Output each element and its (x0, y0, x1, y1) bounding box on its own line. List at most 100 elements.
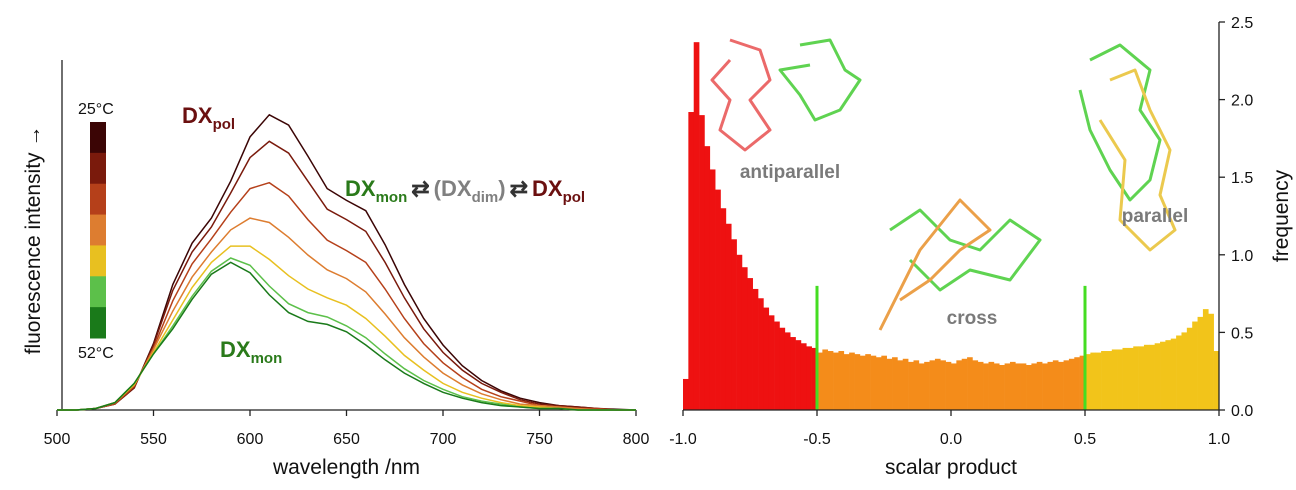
histogram-bar (1171, 339, 1177, 410)
equation-part: ⇄ (411, 176, 429, 201)
species-name: DX (220, 337, 251, 362)
histogram-bar (822, 349, 828, 410)
histogram-bar (1203, 309, 1209, 410)
x-tick-label: 0.5 (1074, 431, 1096, 448)
colorbar-swatch (90, 184, 106, 215)
annotation: antiparallel (740, 162, 840, 183)
histogram-bar (1181, 332, 1187, 410)
x-tick-label: 600 (237, 431, 264, 448)
histogram-bar (930, 360, 936, 410)
histogram-bar (962, 359, 968, 410)
histogram-bar (1053, 360, 1059, 410)
equation-subscript: mon (376, 189, 408, 206)
spectrum-line (57, 183, 636, 410)
molecule-antiparallel (712, 40, 770, 150)
histogram-bar (1037, 362, 1043, 410)
colorbar-swatch (90, 153, 106, 184)
species-label: DXpol (182, 103, 235, 133)
molecule-parallel (1080, 45, 1160, 200)
histogram-bar (785, 332, 791, 410)
histogram-bar (683, 379, 689, 410)
equation: DXmon⇄(DXdim)⇄DXpol (345, 176, 585, 206)
histogram-bar (946, 362, 952, 410)
equation-part: DX (532, 176, 563, 201)
histogram-bar (1187, 328, 1193, 410)
histogram-bar (833, 353, 839, 410)
histogram-bar (1026, 365, 1032, 410)
colorbar-swatch (90, 215, 106, 246)
x-axis-label: wavelength /nm (272, 456, 420, 479)
histogram-bar (1155, 343, 1161, 410)
histogram-bar (951, 363, 957, 410)
histogram-bar (731, 239, 737, 410)
histogram-bar (844, 354, 850, 410)
annotation: cross (947, 308, 998, 329)
histogram-bar (721, 208, 727, 410)
species-name: DX (182, 103, 213, 128)
x-tick-label: 0.0 (940, 431, 962, 448)
y-axis-label: fluorescence intensity → (22, 126, 45, 355)
equation-part: ) (498, 176, 505, 201)
equation-part: (DX (434, 176, 472, 201)
histogram-bar (855, 354, 861, 410)
molecule-antiparallel (780, 40, 860, 120)
histogram-bar (908, 362, 914, 410)
histogram-bar (1015, 363, 1021, 410)
colorbar-swatch (90, 122, 106, 153)
histogram-bar (919, 363, 925, 410)
species-subscript: mon (251, 350, 283, 367)
histogram-bar (940, 360, 946, 410)
histogram-bar (887, 359, 893, 410)
colorbar-swatch (90, 245, 106, 276)
histogram-bar (989, 362, 995, 410)
histogram-bar (1021, 363, 1027, 410)
y-axis-label: frequency (1270, 169, 1293, 262)
histogram-bar (865, 354, 871, 410)
histogram-bar (1165, 340, 1171, 410)
histogram-bar (1074, 357, 1080, 410)
histogram-bar (715, 190, 721, 410)
histogram-bar (1133, 346, 1139, 410)
y-tick-label: 2.0 (1231, 93, 1253, 110)
x-tick-label: 1.0 (1208, 431, 1230, 448)
histogram-bar (710, 169, 716, 410)
species-label: DXmon (220, 337, 282, 367)
histogram-bar (1144, 345, 1150, 410)
histogram-bar (897, 360, 903, 410)
histogram-bar (860, 356, 866, 410)
x-tick-label: 800 (623, 431, 650, 448)
colorbar-label: 52°C (78, 345, 114, 362)
histogram-bar (774, 322, 780, 410)
histogram-bar (1117, 349, 1123, 410)
histogram-bar (1042, 363, 1048, 410)
histogram-bar (1160, 342, 1166, 410)
histogram-bar (1096, 353, 1102, 410)
histogram-bar (704, 146, 710, 410)
histogram-bar (849, 353, 855, 410)
equation-part: DX (345, 176, 376, 201)
histogram-bar (935, 359, 941, 410)
species-subscript: pol (213, 116, 236, 133)
histogram-bar (796, 340, 802, 410)
histogram-bar (999, 365, 1005, 410)
histogram-bar (1058, 362, 1064, 410)
spectrum-line (57, 258, 636, 410)
histogram-bar (1101, 351, 1107, 410)
annotation: parallel (1122, 206, 1189, 227)
histogram-bar (790, 337, 796, 410)
histogram-bar (806, 346, 812, 410)
histogram-bar (1090, 353, 1096, 410)
x-tick-label: 650 (333, 431, 360, 448)
histogram-bar (871, 356, 877, 410)
histogram-bar (1069, 359, 1075, 410)
y-tick-label: 0.5 (1231, 325, 1253, 342)
spectrum-line (57, 262, 636, 410)
histogram-bar (694, 42, 700, 410)
histogram-bar (972, 360, 978, 410)
histogram-bar (838, 351, 844, 410)
histogram-bar (1208, 314, 1214, 410)
x-tick-label: 750 (526, 431, 553, 448)
colorbar-label: 25°C (78, 101, 114, 118)
y-tick-label: 1.5 (1231, 170, 1253, 187)
x-axis-label: scalar product (885, 456, 1017, 479)
